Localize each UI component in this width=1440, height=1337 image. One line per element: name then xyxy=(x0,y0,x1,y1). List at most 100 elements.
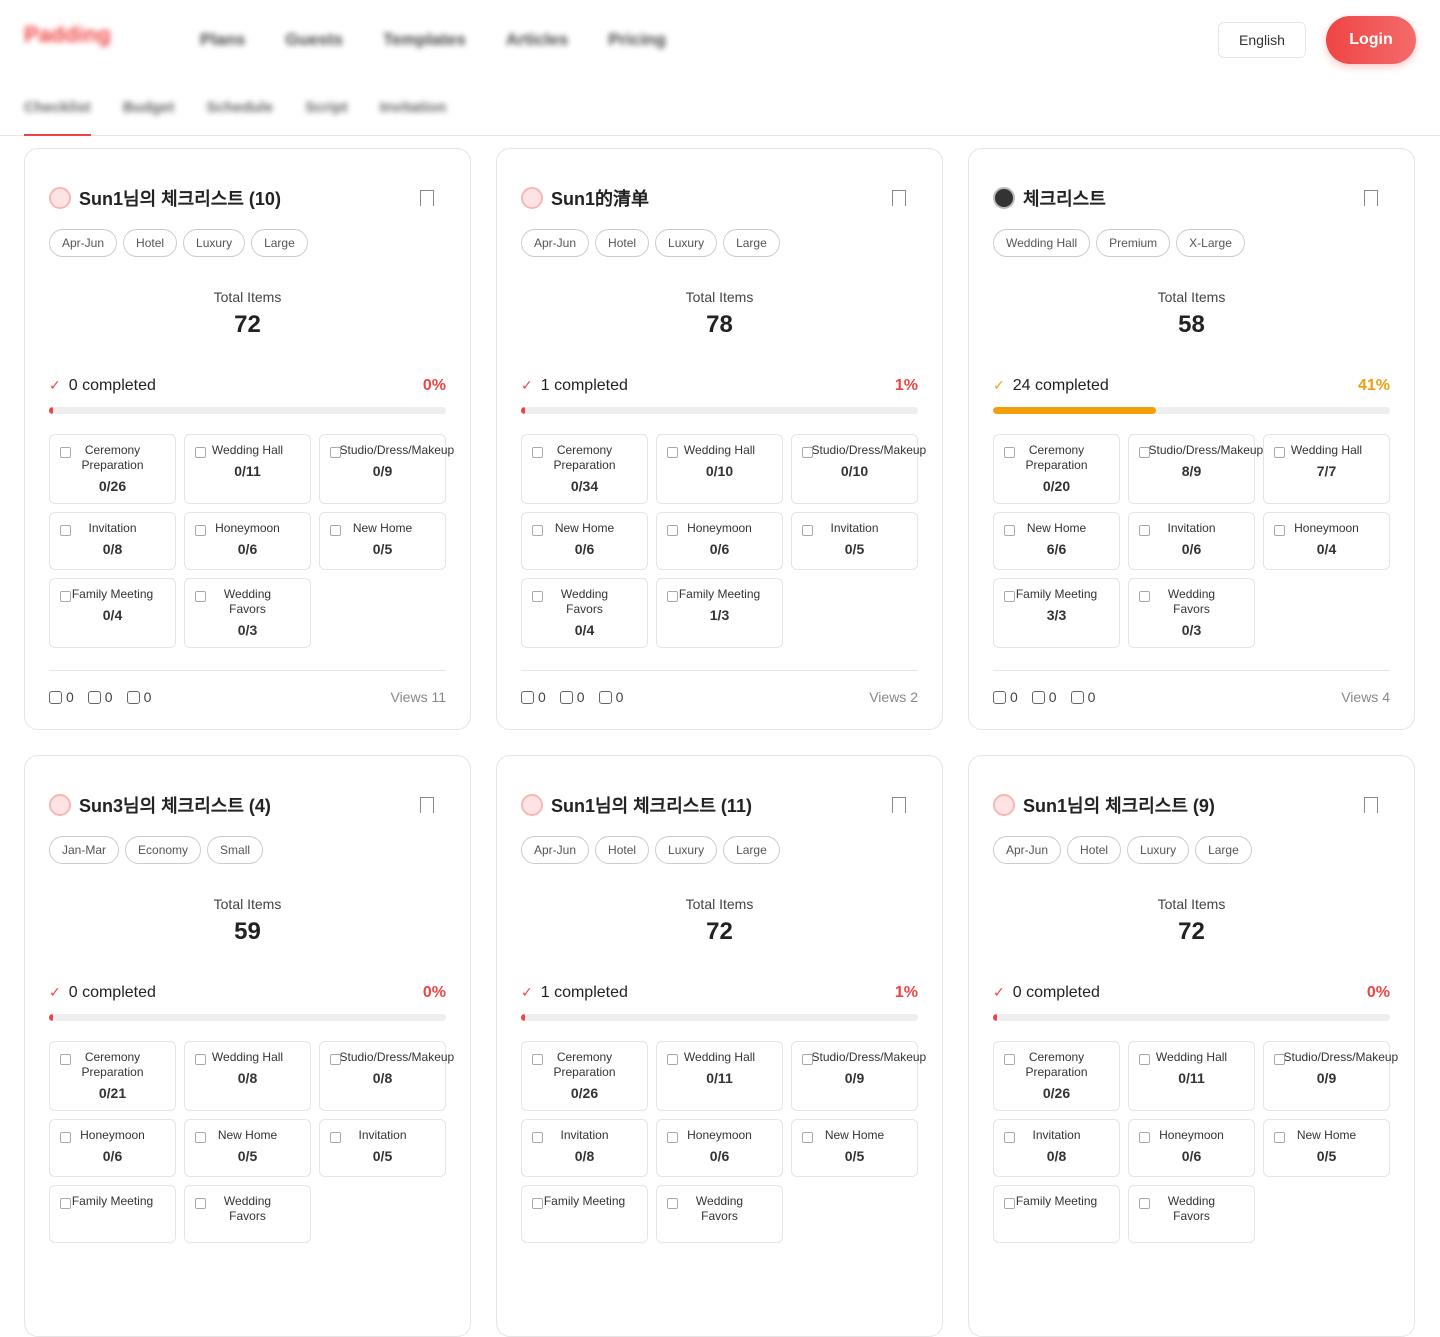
tag[interactable]: Apr-Jun xyxy=(521,836,590,864)
nav-link[interactable]: Articles xyxy=(505,30,569,49)
tag[interactable]: Premium xyxy=(1096,229,1171,257)
category[interactable]: Honeymoon 0/4 xyxy=(1263,512,1390,570)
tag[interactable]: Luxury xyxy=(183,229,246,257)
category[interactable]: Wedding Hall 0/10 xyxy=(656,434,783,504)
category[interactable]: New Home 0/6 xyxy=(521,512,648,570)
tag[interactable]: Apr-Jun xyxy=(49,229,118,257)
category[interactable]: Invitation 0/8 xyxy=(993,1119,1120,1177)
category[interactable]: Ceremony Preparation 0/26 xyxy=(993,1041,1120,1111)
tag[interactable]: Apr-Jun xyxy=(521,229,590,257)
language-select[interactable]: English xyxy=(1218,22,1306,58)
checklist-card[interactable]: Sun3님의 체크리스트 (4) Jan-Mar Economy Small Total… xyxy=(24,755,471,1337)
tab[interactable]: Budget xyxy=(122,99,175,116)
category[interactable]: Honeymoon 0/6 xyxy=(184,512,311,570)
category[interactable]: Invitation 0/6 xyxy=(1128,512,1255,570)
bookmark-count-group[interactable]: 0 xyxy=(126,689,151,705)
tag[interactable]: Hotel xyxy=(1067,836,1122,864)
checklist-card[interactable]: Sun1님의 체크리스트 (9) Apr-Jun Hotel Luxury Large T… xyxy=(968,755,1415,1337)
category[interactable]: Studio/Dress/Makeup 8/9 xyxy=(1128,434,1263,504)
brand[interactable]: Padding xyxy=(24,22,111,47)
nav-link[interactable]: Plans xyxy=(200,30,246,49)
category[interactable]: Wedding Hall 0/8 xyxy=(184,1041,311,1111)
category[interactable]: Studio/Dress/Makeup 0/9 xyxy=(319,434,454,504)
tag[interactable]: Economy xyxy=(125,836,202,864)
tag[interactable]: Small xyxy=(207,836,264,864)
category[interactable]: New Home 6/6 xyxy=(993,512,1120,570)
comment-count-group[interactable]: 0 xyxy=(559,689,585,705)
category[interactable]: Honeymoon 0/6 xyxy=(656,1119,783,1177)
category[interactable]: Wedding Favors xyxy=(184,1185,311,1243)
category[interactable]: Wedding Favors 0/4 xyxy=(521,578,648,648)
nav-link[interactable]: Pricing xyxy=(608,30,666,49)
bookmark-button[interactable] xyxy=(1364,797,1378,813)
checklist-card[interactable]: Sun1的清单 Apr-Jun Hotel Luxury Large Total Item… xyxy=(496,148,943,730)
bookmark-button[interactable] xyxy=(420,190,434,206)
category[interactable]: New Home 0/5 xyxy=(1263,1119,1390,1177)
category[interactable]: Family Meeting 3/3 xyxy=(993,578,1120,648)
bookmark-button[interactable] xyxy=(1364,190,1378,206)
category[interactable]: Family Meeting xyxy=(993,1185,1120,1243)
category[interactable]: Family Meeting 1/3 xyxy=(656,578,783,648)
category[interactable]: New Home 0/5 xyxy=(791,1119,918,1177)
category[interactable]: Family Meeting xyxy=(49,1185,176,1243)
like-count-group[interactable]: 0 xyxy=(521,689,546,705)
category[interactable]: Studio/Dress/Makeup 0/10 xyxy=(791,434,926,504)
tag[interactable]: Luxury xyxy=(655,836,718,864)
checklist-card[interactable]: Sun1님의 체크리스트 (10) Apr-Jun Hotel Luxury Large… xyxy=(24,148,471,730)
bookmark-button[interactable] xyxy=(892,797,906,813)
bookmark-count-group[interactable]: 0 xyxy=(598,689,623,705)
category[interactable]: Invitation 0/8 xyxy=(521,1119,648,1177)
tag[interactable]: Hotel xyxy=(595,836,650,864)
tag[interactable]: Luxury xyxy=(655,229,718,257)
tag[interactable]: Hotel xyxy=(123,229,178,257)
category[interactable]: Wedding Favors 0/3 xyxy=(1128,578,1255,648)
category[interactable]: Ceremony Preparation 0/20 xyxy=(993,434,1120,504)
category[interactable]: Invitation 0/5 xyxy=(319,1119,446,1177)
category[interactable]: New Home 0/5 xyxy=(184,1119,311,1177)
tab[interactable]: Script xyxy=(305,99,348,116)
nav-link[interactable]: Guests xyxy=(285,30,343,49)
like-count-group[interactable]: 0 xyxy=(993,689,1018,705)
login-button[interactable]: Login xyxy=(1326,16,1416,64)
category[interactable]: Wedding Hall 7/7 xyxy=(1263,434,1390,504)
bookmark-button[interactable] xyxy=(420,797,434,813)
tag[interactable]: Wedding Hall xyxy=(993,229,1091,257)
tag[interactable]: Hotel xyxy=(595,229,650,257)
category[interactable]: Studio/Dress/Makeup 0/8 xyxy=(319,1041,454,1111)
category[interactable]: Wedding Hall 0/11 xyxy=(184,434,311,504)
tab[interactable]: Schedule xyxy=(206,99,274,116)
tag[interactable]: Large xyxy=(723,229,780,257)
category[interactable]: Invitation 0/5 xyxy=(791,512,918,570)
tag[interactable]: Large xyxy=(251,229,308,257)
category[interactable]: Ceremony Preparation 0/21 xyxy=(49,1041,176,1111)
category[interactable]: Ceremony Preparation 0/26 xyxy=(49,434,176,504)
category[interactable]: Wedding Favors 0/3 xyxy=(184,578,311,648)
bookmark-count-group[interactable]: 0 xyxy=(1070,689,1095,705)
tab[interactable]: Invitation xyxy=(379,99,447,116)
comment-count-group[interactable]: 0 xyxy=(87,689,113,705)
bookmark-button[interactable] xyxy=(892,190,906,206)
category[interactable]: Wedding Favors xyxy=(656,1185,783,1243)
category[interactable]: Family Meeting 0/4 xyxy=(49,578,176,648)
category[interactable]: New Home 0/5 xyxy=(319,512,446,570)
tag[interactable]: Jan-Mar xyxy=(49,836,120,864)
category[interactable]: Wedding Hall 0/11 xyxy=(656,1041,783,1111)
category[interactable]: Studio/Dress/Makeup 0/9 xyxy=(791,1041,926,1111)
category[interactable]: Wedding Favors xyxy=(1128,1185,1255,1243)
category[interactable]: Ceremony Preparation 0/26 xyxy=(521,1041,648,1111)
like-count-group[interactable]: 0 xyxy=(49,689,74,705)
checklist-card[interactable]: Sun1님의 체크리스트 (11) Apr-Jun Hotel Luxury Large… xyxy=(496,755,943,1337)
checklist-card[interactable]: 체크리스트 Wedding Hall Premium X-Large Total Ite… xyxy=(968,148,1415,730)
category[interactable]: Ceremony Preparation 0/34 xyxy=(521,434,648,504)
nav-link[interactable]: Templates xyxy=(383,30,466,49)
tag[interactable]: Large xyxy=(1195,836,1252,864)
tab[interactable]: Checklist xyxy=(24,99,91,116)
category[interactable]: Family Meeting xyxy=(521,1185,648,1243)
category[interactable]: Honeymoon 0/6 xyxy=(656,512,783,570)
category[interactable]: Honeymoon 0/6 xyxy=(1128,1119,1255,1177)
tag[interactable]: X-Large xyxy=(1176,229,1245,257)
category[interactable]: Studio/Dress/Makeup 0/9 xyxy=(1263,1041,1398,1111)
category[interactable]: Wedding Hall 0/11 xyxy=(1128,1041,1255,1111)
tag[interactable]: Large xyxy=(723,836,780,864)
comment-count-group[interactable]: 0 xyxy=(1031,689,1057,705)
